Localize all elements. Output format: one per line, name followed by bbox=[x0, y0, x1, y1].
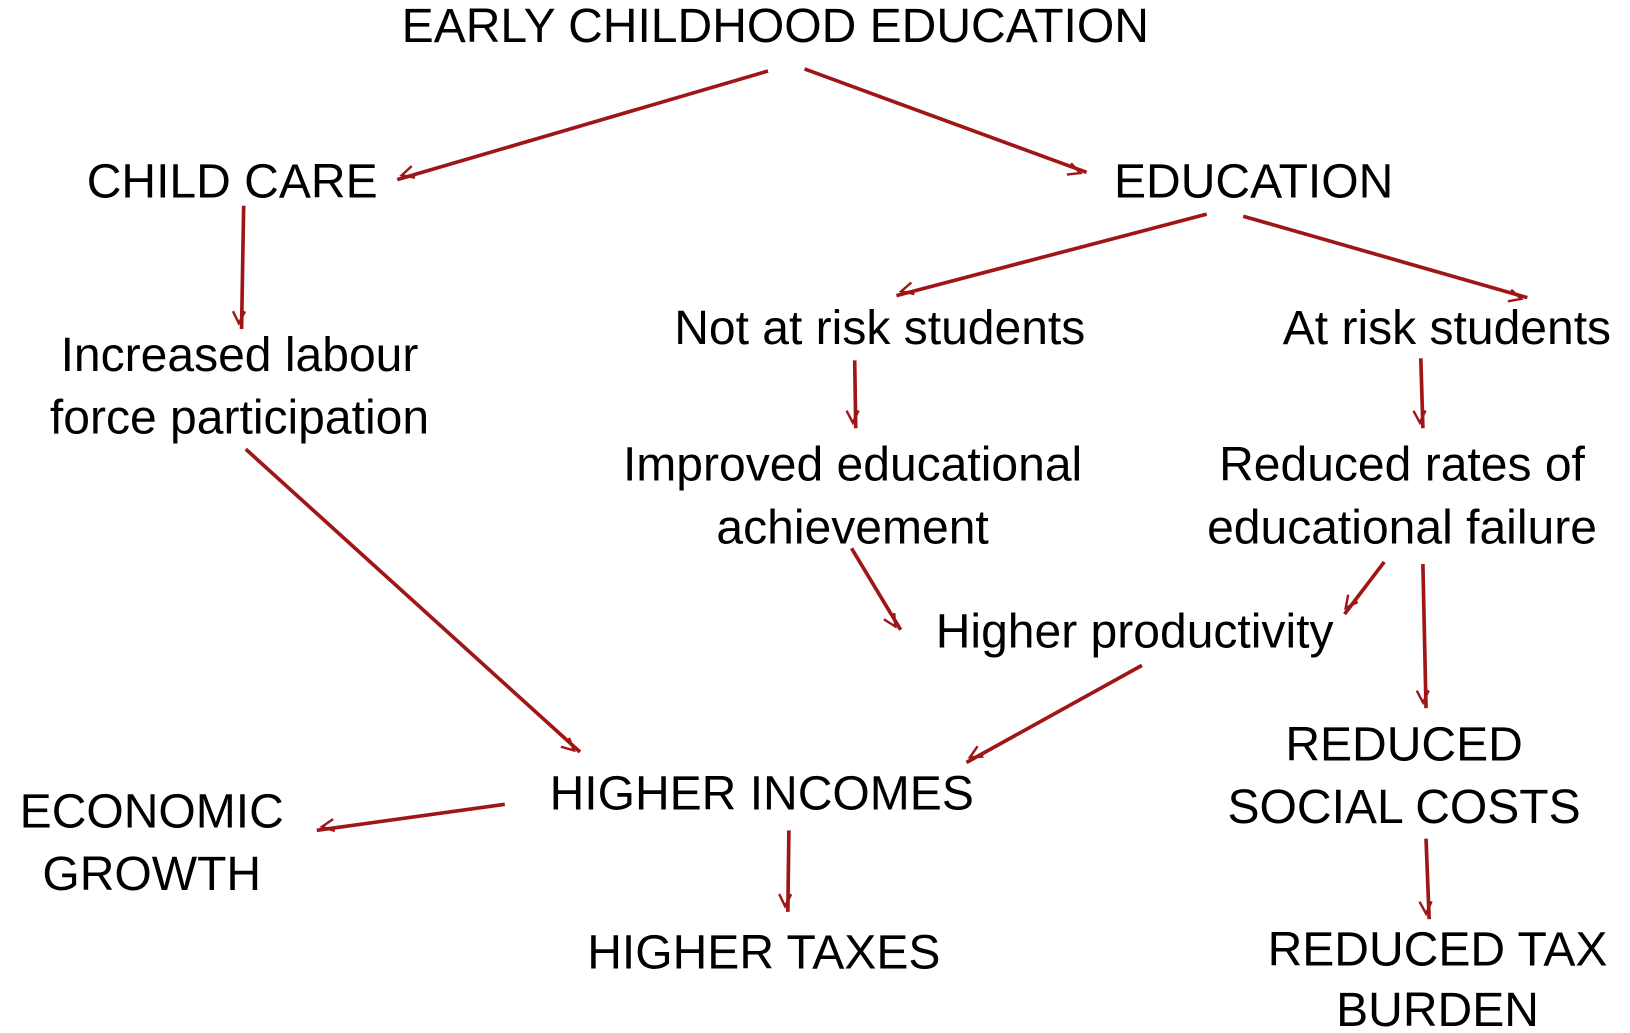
node-label: REDUCED bbox=[1285, 719, 1523, 772]
arrow bbox=[1242, 214, 1528, 303]
arrow bbox=[803, 67, 1088, 176]
arrow bbox=[1415, 563, 1430, 709]
node-label: HIGHER INCOMES bbox=[550, 768, 974, 821]
node-label: EDUCATION bbox=[1114, 156, 1393, 209]
node-label: Higher productivity bbox=[936, 606, 1334, 659]
node-label: Increased labour bbox=[61, 329, 419, 382]
arrow bbox=[396, 69, 769, 182]
arrow bbox=[849, 547, 903, 631]
node-label: educational failure bbox=[1207, 501, 1597, 554]
node-label: GROWTH bbox=[42, 848, 261, 901]
node-label: REDUCED TAX bbox=[1268, 923, 1608, 976]
arrows bbox=[231, 67, 1528, 920]
node-label: Improved educational bbox=[623, 439, 1082, 492]
arrow bbox=[1418, 838, 1433, 920]
arrow bbox=[1412, 358, 1427, 429]
node-label: At risk students bbox=[1283, 302, 1611, 355]
node-label: Not at risk students bbox=[674, 302, 1085, 355]
nodes: EARLY CHILDHOOD EDUCATION CHILD CARE EDU… bbox=[20, 0, 1611, 1033]
node-label: HIGHER TAXES bbox=[587, 926, 940, 979]
node-label: force participation bbox=[50, 392, 429, 445]
arrow bbox=[778, 830, 793, 912]
arrow bbox=[244, 447, 582, 754]
node-label: CHILD CARE bbox=[87, 156, 378, 209]
arrow bbox=[965, 663, 1143, 765]
node-label: EARLY CHILDHOOD EDUCATION bbox=[402, 0, 1149, 53]
arrow bbox=[316, 802, 506, 833]
node-label: SOCIAL COSTS bbox=[1227, 781, 1580, 834]
arrow bbox=[1343, 560, 1386, 616]
arrow bbox=[231, 205, 247, 330]
node-label: achievement bbox=[716, 501, 988, 554]
arrow bbox=[845, 360, 860, 429]
arrow bbox=[896, 212, 1208, 298]
node-label: BURDEN bbox=[1336, 984, 1539, 1033]
node-label: ECONOMIC bbox=[20, 785, 284, 838]
node-label: Reduced rates of bbox=[1219, 439, 1585, 492]
